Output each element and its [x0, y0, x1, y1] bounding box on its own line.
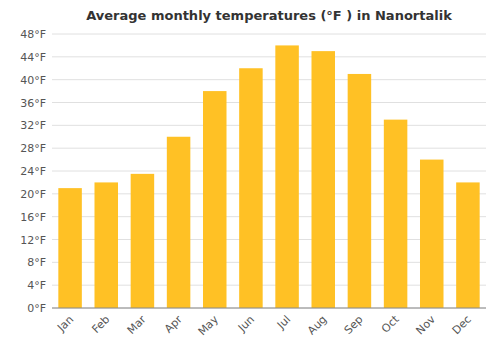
- bars: [58, 45, 479, 308]
- bar: [311, 51, 335, 308]
- y-tick-label: 32°F: [20, 119, 46, 132]
- bar: [94, 182, 118, 308]
- x-tick-label: Oct: [379, 312, 402, 335]
- x-axis: Jan Feb Mar Apr May Jun Jul Aug Sep Oct Nov Dec: [54, 312, 474, 338]
- y-tick-label: 0°F: [27, 302, 46, 315]
- x-tick-label: Nov: [413, 313, 438, 338]
- y-tick-label: 48°F: [20, 28, 46, 41]
- chart-svg: Average monthly temperatures (°F ) in Na…: [0, 0, 500, 350]
- y-tick-label: 28°F: [20, 142, 46, 155]
- bar: [275, 45, 299, 308]
- y-tick-label: 24°F: [20, 165, 46, 178]
- x-tick-label: Jun: [235, 313, 257, 335]
- y-tick-label: 44°F: [20, 51, 46, 64]
- x-tick-label: Feb: [89, 313, 112, 336]
- bar: [131, 174, 155, 308]
- chart-container: Average monthly temperatures (°F ) in Na…: [0, 0, 500, 350]
- x-tick-label: Sep: [342, 313, 366, 337]
- grid-line: [52, 79, 486, 80]
- chart-title: Average monthly temperatures (°F ) in Na…: [86, 8, 452, 23]
- x-tick-label: Jul: [274, 313, 293, 332]
- bar: [203, 91, 227, 308]
- y-tick-label: 16°F: [20, 211, 46, 224]
- y-tick-label: 4°F: [27, 279, 46, 292]
- x-tick-label: Aug: [305, 313, 329, 337]
- y-tick-label: 36°F: [20, 97, 46, 110]
- x-axis-line: [52, 308, 486, 309]
- y-tick-label: 12°F: [20, 234, 46, 247]
- x-tick-label: Jan: [54, 313, 76, 335]
- x-tick-label: Dec: [450, 313, 474, 337]
- bar: [167, 137, 191, 308]
- grid-line: [52, 125, 486, 126]
- y-tick-label: 40°F: [20, 74, 46, 87]
- x-tick-label: Apr: [162, 313, 185, 336]
- grid-line: [52, 148, 486, 149]
- grid-line: [52, 56, 486, 57]
- grid-line: [52, 308, 486, 309]
- bar: [384, 120, 408, 308]
- bar: [456, 182, 480, 308]
- x-tick-label: May: [196, 313, 222, 339]
- grid-line: [52, 34, 486, 35]
- grid-line: [52, 102, 486, 103]
- bar: [420, 160, 444, 308]
- y-axis: 0°F 4°F 8°F 12°F 16°F 20°F 24°F 28°F 32°F 36°F 40°…: [20, 28, 486, 315]
- bar: [239, 68, 263, 308]
- y-tick-label: 20°F: [20, 188, 46, 201]
- x-tick-label: Mar: [125, 313, 149, 337]
- bar: [58, 188, 82, 308]
- bar: [348, 74, 372, 308]
- y-tick-label: 8°F: [27, 256, 46, 269]
